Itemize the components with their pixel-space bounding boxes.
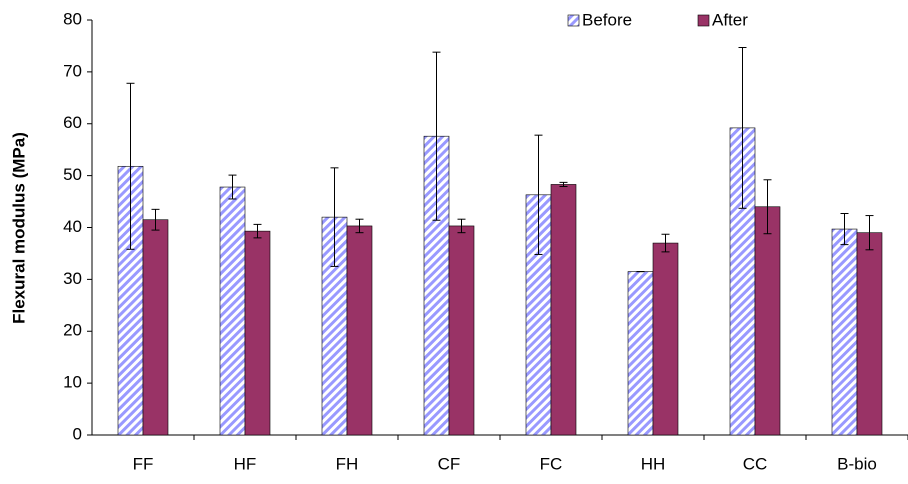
x-tick-label: CC [743, 454, 768, 473]
legend-label: Before [582, 10, 632, 29]
bar [143, 220, 168, 435]
x-tick-label: HF [234, 454, 257, 473]
legend-swatch [698, 15, 709, 26]
y-tick-label: 0 [73, 424, 82, 443]
y-tick-label: 30 [63, 269, 82, 288]
y-tick-label: 40 [63, 217, 82, 236]
x-tick-label: FF [133, 454, 154, 473]
y-tick-label: 60 [63, 113, 82, 132]
bar [755, 207, 780, 435]
bar [857, 233, 882, 435]
legend-label: After [712, 10, 748, 29]
bar [653, 243, 678, 435]
legend-swatch [568, 15, 579, 26]
y-tick-label: 10 [63, 373, 82, 392]
bar [449, 226, 474, 435]
bar [245, 231, 270, 435]
bar [347, 226, 372, 435]
x-tick-label: HH [641, 454, 666, 473]
x-tick-label: B-bio [837, 454, 877, 473]
y-tick-label: 80 [63, 9, 82, 28]
y-axis-label: Flexural modulus (MPa) [9, 132, 28, 324]
bar [628, 272, 653, 435]
bar [551, 184, 576, 435]
x-tick-label: CF [438, 454, 461, 473]
bar [220, 187, 245, 435]
bar [832, 229, 857, 435]
y-tick-label: 20 [63, 321, 82, 340]
x-tick-label: FC [540, 454, 563, 473]
y-tick-label: 70 [63, 61, 82, 80]
chart: Flexural modulus (MPa) 0 10 20 30 40 50 60 70 80… [0, 0, 908, 479]
y-tick-label: 50 [63, 165, 82, 184]
x-tick-label: FH [336, 454, 359, 473]
